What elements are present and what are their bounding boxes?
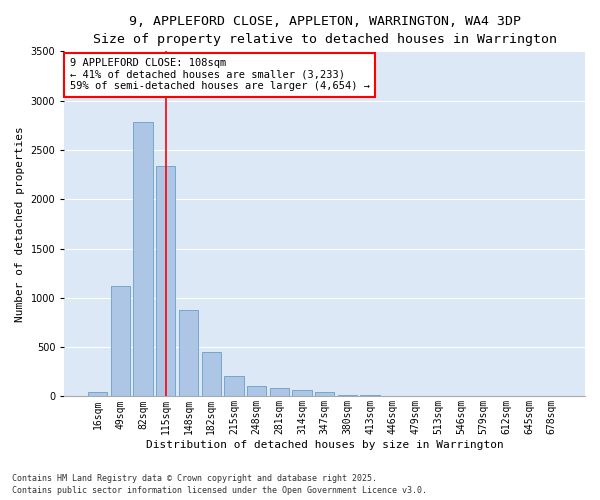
- Bar: [292, 390, 311, 396]
- Bar: [338, 394, 357, 396]
- Bar: [224, 376, 244, 396]
- X-axis label: Distribution of detached houses by size in Warrington: Distribution of detached houses by size …: [146, 440, 503, 450]
- Y-axis label: Number of detached properties: Number of detached properties: [15, 126, 25, 322]
- Bar: [315, 392, 334, 396]
- Bar: [269, 388, 289, 396]
- Bar: [361, 395, 380, 396]
- Bar: [202, 352, 221, 397]
- Title: 9, APPLEFORD CLOSE, APPLETON, WARRINGTON, WA4 3DP
Size of property relative to d: 9, APPLEFORD CLOSE, APPLETON, WARRINGTON…: [92, 15, 557, 46]
- Text: Contains HM Land Registry data © Crown copyright and database right 2025.
Contai: Contains HM Land Registry data © Crown c…: [12, 474, 427, 495]
- Bar: [133, 122, 153, 396]
- Bar: [111, 286, 130, 397]
- Bar: [247, 386, 266, 396]
- Text: 9 APPLEFORD CLOSE: 108sqm
← 41% of detached houses are smaller (3,233)
59% of se: 9 APPLEFORD CLOSE: 108sqm ← 41% of detac…: [70, 58, 370, 92]
- Bar: [156, 166, 175, 396]
- Bar: [88, 392, 107, 396]
- Bar: [179, 310, 198, 396]
